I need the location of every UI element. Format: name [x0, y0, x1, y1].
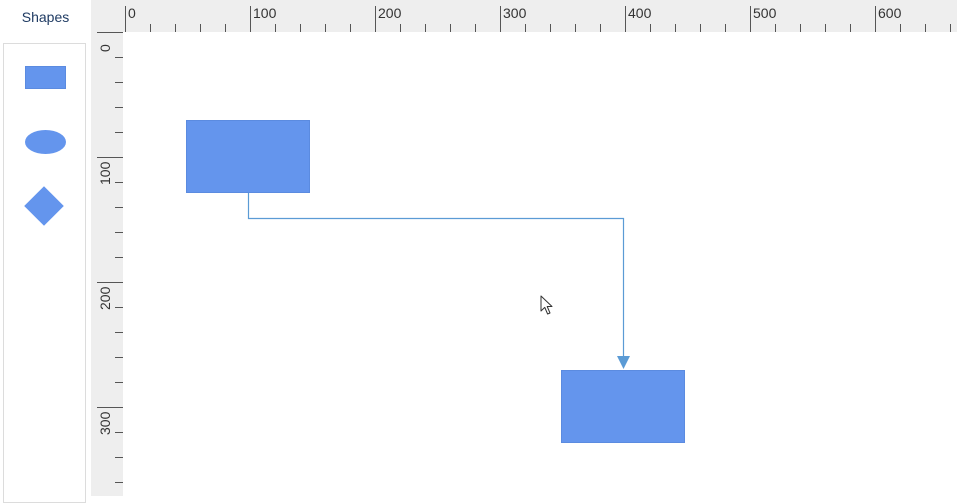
- connector-arrowhead: [617, 356, 630, 369]
- vertical-ruler-ticks: [97, 32, 123, 483]
- ruler-label-100: 100: [253, 5, 277, 21]
- horizontal-ruler-ticks: [125, 6, 951, 32]
- rectangle-shape-icon[interactable]: [25, 66, 66, 89]
- ruler-label-600: 600: [878, 5, 902, 21]
- ruler-label-v-0: 0: [97, 44, 113, 52]
- ruler-label-v-300: 300: [97, 411, 113, 435]
- vertical-ruler: 0 100 200 300: [91, 32, 123, 496]
- connector-layer: [247, 193, 630, 369]
- ruler-label-400: 400: [628, 5, 652, 21]
- horizontal-ruler: 0 100 200 300 400 500 600: [123, 0, 957, 32]
- diagram-canvas[interactable]: [123, 32, 957, 496]
- ruler-label-0: 0: [128, 5, 136, 21]
- diagram-rectangle-target[interactable]: [561, 370, 685, 443]
- palette-title: Shapes: [21, 9, 70, 25]
- ruler-label-500: 500: [753, 5, 777, 21]
- diagram-rectangle-source[interactable]: [186, 120, 310, 193]
- ruler-label-200: 200: [378, 5, 402, 21]
- ellipse-shape-icon[interactable]: [25, 130, 66, 154]
- ruler-label-v-100: 100: [97, 161, 113, 185]
- ruler-label-v-200: 200: [97, 286, 113, 310]
- ruler-label-300: 300: [503, 5, 527, 21]
- connector-line[interactable]: [247, 193, 625, 358]
- ruler-corner: [91, 0, 123, 32]
- mouse-cursor-icon: [540, 295, 553, 315]
- diamond-shape-icon[interactable]: [24, 186, 64, 226]
- shape-palette: [3, 43, 86, 503]
